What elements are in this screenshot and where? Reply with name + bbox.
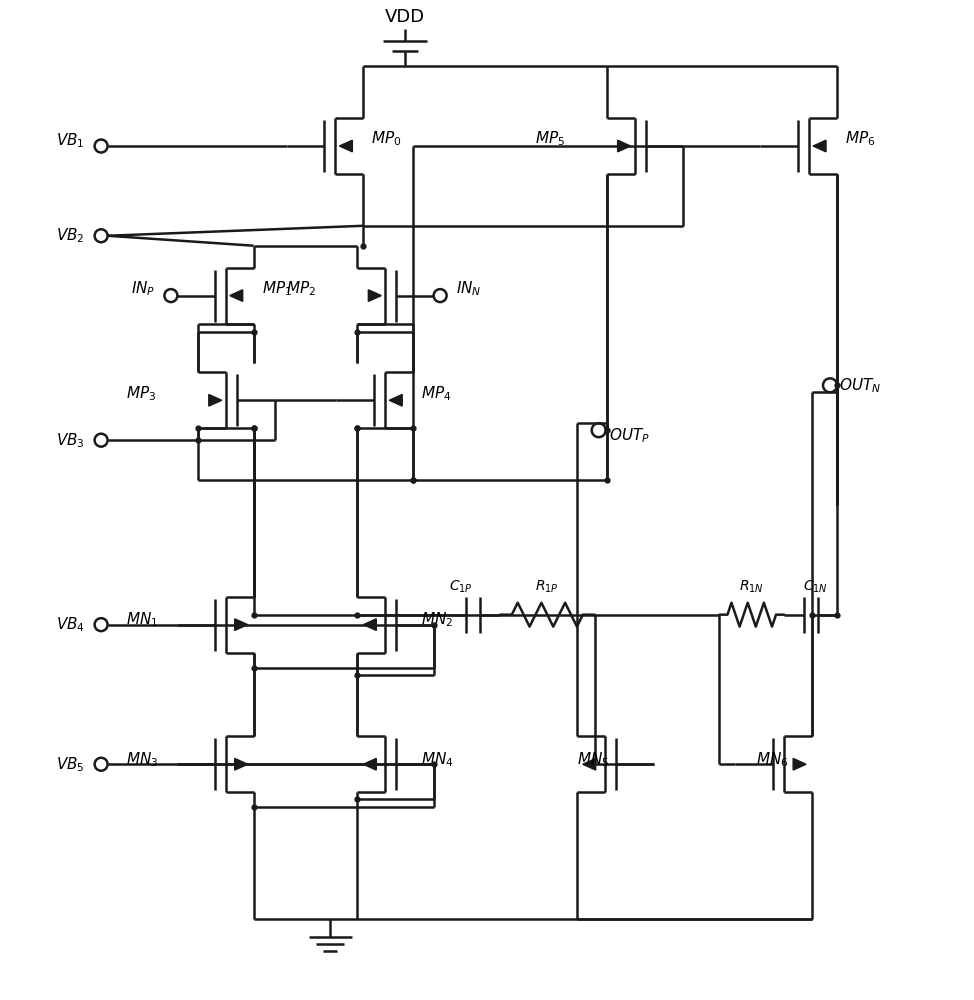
Polygon shape [235, 758, 247, 770]
Text: $MP_4$: $MP_4$ [421, 384, 452, 403]
Text: $MP_1$: $MP_1$ [262, 279, 292, 298]
Text: $MP_6$: $MP_6$ [845, 130, 876, 148]
Polygon shape [230, 290, 243, 301]
Text: $MP_3$: $MP_3$ [126, 384, 156, 403]
Text: $VB_4$: $VB_4$ [56, 615, 86, 634]
Text: $VB_1$: $VB_1$ [56, 132, 85, 150]
Text: $R_{1N}$: $R_{1N}$ [739, 578, 765, 595]
Text: $MN_2$: $MN_2$ [421, 610, 454, 629]
Text: $VB_5$: $VB_5$ [56, 755, 85, 774]
Polygon shape [813, 140, 826, 152]
Polygon shape [582, 758, 596, 770]
Text: $MN_4$: $MN_4$ [421, 750, 454, 769]
Polygon shape [339, 140, 353, 152]
Text: $VB_3$: $VB_3$ [56, 431, 85, 450]
Polygon shape [618, 140, 630, 152]
Polygon shape [363, 758, 376, 770]
Text: $R_{1P}$: $R_{1P}$ [536, 578, 559, 595]
Text: $C_{1N}$: $C_{1N}$ [804, 578, 828, 595]
Text: $VB_2$: $VB_2$ [56, 226, 85, 245]
Text: $C_{1P}$: $C_{1P}$ [449, 578, 472, 595]
Text: $MN_5$: $MN_5$ [577, 750, 609, 769]
Text: $IN_P$: $IN_P$ [131, 279, 155, 298]
Polygon shape [208, 394, 222, 406]
Text: $MN_1$: $MN_1$ [126, 610, 159, 629]
Polygon shape [390, 394, 402, 406]
Polygon shape [793, 758, 806, 770]
Text: $MP_5$: $MP_5$ [535, 130, 565, 148]
Polygon shape [363, 619, 376, 630]
Text: $OUT_N$: $OUT_N$ [839, 376, 881, 395]
Text: $MP_0$: $MP_0$ [371, 130, 402, 148]
Text: $IN_N$: $IN_N$ [456, 279, 482, 298]
Text: $MN_3$: $MN_3$ [126, 750, 159, 769]
Text: $MN_6$: $MN_6$ [756, 750, 789, 769]
Text: $MP_2$: $MP_2$ [285, 279, 316, 298]
Text: VDD: VDD [385, 8, 426, 26]
Polygon shape [235, 619, 247, 630]
Text: $OUT_P$: $OUT_P$ [609, 426, 650, 445]
Polygon shape [368, 290, 381, 301]
